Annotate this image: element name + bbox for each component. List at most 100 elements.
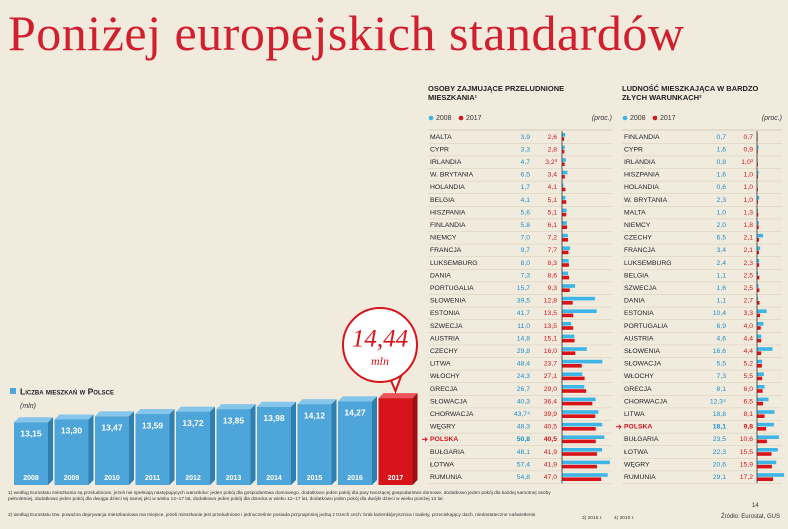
value-label: 1,1 [717,298,727,305]
bar [14,422,48,485]
category-label: SZWECJA [624,285,657,292]
category-label: FINLANDIA [624,134,660,141]
bar [757,145,759,150]
value-label: 1,8 [744,222,754,229]
category-label: FRANCJA [430,247,462,254]
category-label: NIEMCY [624,222,651,229]
value-label: 5,8 [521,222,531,229]
value-label: 18,1 [713,424,726,431]
category-label: PORTUGALIA [624,323,668,330]
value-label: 39,5 [517,298,530,305]
legend-marker [458,115,464,121]
bar [562,313,574,318]
value-label: 47,0 [544,474,557,481]
unit-label: (mln) [20,403,36,410]
bar [757,263,760,267]
bar-top [135,409,175,415]
category-label: CYPR [624,146,643,153]
x-tick-label: 2017 [388,475,404,482]
value-label: 13,59 [142,420,164,430]
category-label: MALTA [430,134,452,141]
category-label: CHORWACJA [430,411,474,418]
value-label: 1,6 [717,172,727,179]
footnote: 4) 2010 r. [614,516,635,521]
chart-title: Ludność mieszkająca w bardzo złych warun… [622,84,759,102]
legend-marker [10,388,16,394]
bar [757,351,762,355]
bar [562,301,573,305]
bar [562,175,565,179]
legend-marker [622,115,628,121]
bar [562,246,571,250]
bar [757,212,759,217]
category-label: W. BRYTANIA [430,172,474,179]
value-label: 5,1 [548,209,558,216]
bar [757,233,764,238]
bar [257,406,291,485]
value-label: 13,30 [61,426,83,436]
bar [562,221,567,225]
legend-marker [652,115,658,121]
category-label: IRLANDIA [624,159,656,166]
bar [135,414,170,485]
x-tick-label: 2016 [347,475,363,482]
value-label: 13,72 [182,418,204,428]
bar [562,288,570,292]
value-label: 57,4 [517,461,530,468]
bar [757,313,761,318]
value-label: 27,1 [544,373,557,380]
bar [757,473,785,477]
x-tick-label: 2013 [226,475,242,482]
value-label: 15,1 [544,335,557,342]
value-label: 1,3 [744,209,754,216]
bar-side [291,401,296,485]
value-label: 40,3 [517,398,530,405]
value-label: 17,2 [740,474,753,481]
bar [757,225,759,229]
value-label: 5,5 [717,361,727,368]
bar-top [378,393,418,399]
value-label: 4,7 [521,159,531,166]
value-label: 1,7 [521,184,531,191]
value-label: 9,8 [744,424,754,431]
bar [562,196,566,200]
value-label: 3,3 [521,146,531,153]
footnote: 1) według Eurostatu mieszkania są przelu… [8,491,551,502]
bar [757,170,759,175]
value-label: 1,0 [717,209,727,216]
source: Źródło: Eurostat, GUS [720,514,780,520]
bar-top [54,414,94,420]
category-label: HOLANDIA [624,184,659,191]
category-label: SŁOWENIA [430,298,466,305]
bar-top [216,404,256,410]
bar [757,301,760,305]
value-label: 24,3 [517,373,530,380]
value-label: 48,1 [517,449,530,456]
legend-label: 2017 [660,115,676,122]
bar [757,464,772,469]
value-label: 2,1 [744,247,754,254]
value-label: 5,6 [521,209,531,216]
bar [562,397,596,402]
bar [757,389,763,393]
chart-subtitle: Liczba mieszkań w Polsce [20,386,114,396]
bar [562,208,567,213]
category-label: MALTA [624,209,646,216]
bar-side [412,393,418,485]
bar [757,414,765,418]
value-label: 2,8 [548,146,558,153]
x-tick-label: 2011 [145,475,160,482]
category-label: SŁOWENIA [624,348,660,355]
bar [757,439,767,444]
value-label: 1,0 [744,184,754,191]
value-label: 1,0³ [741,159,753,166]
bar [562,225,568,229]
bar-top [297,399,337,405]
bar [757,364,762,368]
bar [562,414,596,418]
category-label: LUKSEMBURG [430,260,478,267]
value-label: 48,4 [517,361,530,368]
bar [757,162,758,166]
category-label: ESTONIA [624,310,654,317]
